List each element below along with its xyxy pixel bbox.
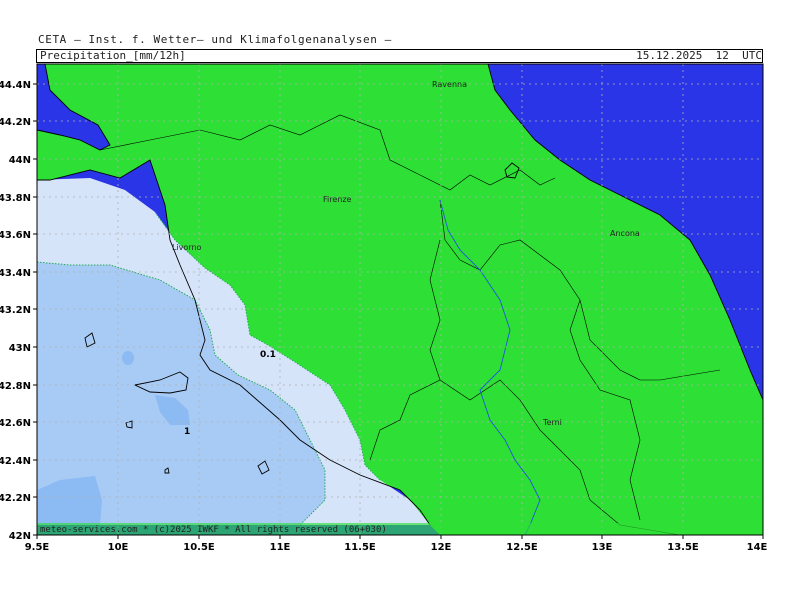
region-borders xyxy=(99,114,721,535)
institute-title: CETA — Inst. f. Wetter— und Klimafolgena… xyxy=(38,33,392,46)
lat-label: 42.6N xyxy=(0,418,31,429)
lon-label: 12.5E xyxy=(506,542,538,553)
contour-label-0-1: 0.1 xyxy=(260,350,276,360)
valid-time: 15.12.2025 12 UTC xyxy=(636,49,762,62)
rivers xyxy=(439,199,541,535)
coastline-west xyxy=(37,159,431,526)
lat-label: 43.4N xyxy=(0,268,31,279)
copyright-text: meteo-services.com * (c)2025 IWKF * All … xyxy=(40,525,387,535)
lon-label: 11.5E xyxy=(344,542,376,553)
lon-label: 13E xyxy=(592,542,613,553)
lon-label: 10.5E xyxy=(183,542,215,553)
product-title: Precipitation_[mm/12h] xyxy=(40,49,186,62)
footer-strip xyxy=(37,523,763,535)
lat-label: 43.8N xyxy=(0,193,31,204)
adriatic-sea xyxy=(488,64,763,400)
precip-band-1 xyxy=(37,262,325,525)
lon-label: 9.5E xyxy=(25,542,50,553)
city-label-ancona: Ancona xyxy=(610,229,640,238)
elba-island xyxy=(133,371,189,394)
lat-label: 44N xyxy=(9,155,31,166)
lat-label: 43N xyxy=(9,343,31,354)
contour-label-1: 1 xyxy=(184,427,190,437)
city-label-livorno: Livorno xyxy=(172,243,202,252)
lat-label: 43.6N xyxy=(0,230,31,241)
lat-label: 42.8N xyxy=(0,381,31,392)
lat-label: 44.2N xyxy=(0,117,31,128)
plot-frame xyxy=(36,63,764,536)
lat-label: 42.4N xyxy=(0,456,31,467)
lat-label: 42.2N xyxy=(0,493,31,504)
lon-label: 11E xyxy=(270,542,291,553)
city-label-ravenna: Ravenna xyxy=(432,80,467,89)
precip-band-2 xyxy=(37,476,102,525)
lon-label: 10E xyxy=(108,542,129,553)
lat-label: 44.4N xyxy=(0,80,31,91)
grid-lines xyxy=(37,64,763,535)
lat-label: 42N xyxy=(9,531,31,542)
city-label-terni: Terni xyxy=(542,418,562,427)
lon-label: 13.5E xyxy=(667,542,699,553)
city-label-firenze: Firenze xyxy=(323,195,352,204)
coastline-east xyxy=(487,64,763,401)
title-bar-frame xyxy=(36,49,763,63)
lat-label: 43.2N xyxy=(0,305,31,316)
lon-label: 12E xyxy=(431,542,452,553)
lon-label: 14E xyxy=(747,542,768,553)
